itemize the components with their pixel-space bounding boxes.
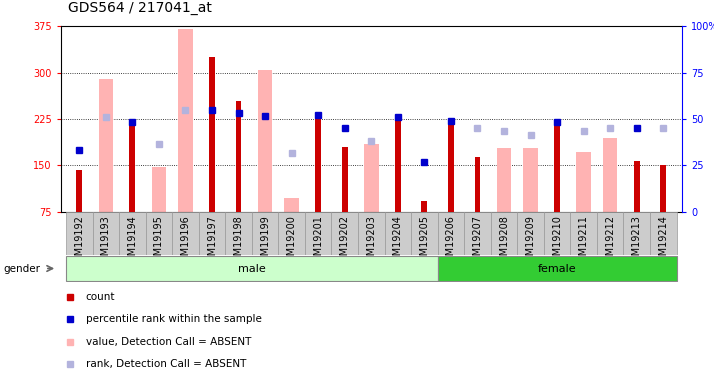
Bar — [395, 117, 401, 212]
FancyBboxPatch shape — [66, 256, 438, 280]
FancyBboxPatch shape — [226, 212, 252, 255]
Text: value, Detection Call = ABSENT: value, Detection Call = ABSENT — [86, 336, 251, 346]
FancyBboxPatch shape — [570, 212, 597, 255]
Text: GSM19204: GSM19204 — [393, 215, 403, 268]
Bar — [364, 144, 378, 212]
Text: GSM19209: GSM19209 — [526, 215, 536, 268]
Text: GSM19197: GSM19197 — [207, 215, 217, 268]
FancyBboxPatch shape — [305, 212, 331, 255]
Text: GSM19198: GSM19198 — [233, 215, 243, 268]
Bar — [448, 122, 454, 212]
Text: GSM19202: GSM19202 — [340, 215, 350, 268]
FancyBboxPatch shape — [438, 212, 464, 255]
Text: GSM19194: GSM19194 — [127, 215, 137, 268]
Text: GSM19207: GSM19207 — [473, 215, 483, 268]
FancyBboxPatch shape — [517, 212, 544, 255]
Bar — [554, 122, 560, 212]
Text: count: count — [86, 292, 115, 302]
FancyBboxPatch shape — [119, 212, 146, 255]
FancyBboxPatch shape — [411, 212, 438, 255]
FancyBboxPatch shape — [278, 212, 305, 255]
FancyBboxPatch shape — [172, 212, 198, 255]
FancyBboxPatch shape — [198, 212, 226, 255]
Bar — [603, 138, 618, 212]
Bar — [342, 147, 348, 212]
Bar — [316, 113, 321, 212]
FancyBboxPatch shape — [491, 212, 517, 255]
Bar — [523, 148, 538, 212]
FancyBboxPatch shape — [385, 212, 411, 255]
Bar — [151, 167, 166, 212]
Bar — [129, 123, 135, 212]
Text: GSM19195: GSM19195 — [154, 215, 164, 268]
Bar — [258, 70, 273, 212]
Text: GSM19203: GSM19203 — [366, 215, 376, 268]
Text: GSM19206: GSM19206 — [446, 215, 456, 268]
FancyBboxPatch shape — [597, 212, 623, 255]
Text: GSM19196: GSM19196 — [181, 215, 191, 268]
FancyBboxPatch shape — [252, 212, 278, 255]
FancyBboxPatch shape — [66, 212, 93, 255]
Text: male: male — [238, 264, 266, 273]
FancyBboxPatch shape — [93, 212, 119, 255]
Bar — [99, 79, 113, 212]
Text: gender: gender — [4, 264, 41, 273]
Text: GSM19214: GSM19214 — [658, 215, 668, 268]
Text: female: female — [538, 264, 576, 273]
FancyBboxPatch shape — [544, 212, 570, 255]
FancyBboxPatch shape — [146, 212, 172, 255]
Bar — [209, 57, 215, 212]
Bar — [576, 152, 591, 212]
FancyBboxPatch shape — [623, 212, 650, 255]
Text: GSM19193: GSM19193 — [101, 215, 111, 268]
Text: GSM19211: GSM19211 — [578, 215, 588, 268]
Bar — [497, 148, 511, 212]
Bar — [76, 170, 82, 212]
Text: GSM19205: GSM19205 — [419, 215, 429, 268]
Text: rank, Detection Call = ABSENT: rank, Detection Call = ABSENT — [86, 359, 246, 369]
FancyBboxPatch shape — [438, 256, 677, 280]
FancyBboxPatch shape — [464, 212, 491, 255]
FancyBboxPatch shape — [331, 212, 358, 255]
Text: GSM19212: GSM19212 — [605, 215, 615, 268]
Bar — [634, 160, 640, 212]
Bar — [284, 198, 299, 212]
Text: percentile rank within the sample: percentile rank within the sample — [86, 314, 261, 324]
Bar — [475, 158, 481, 212]
Text: GSM19200: GSM19200 — [286, 215, 296, 268]
Text: GSM19208: GSM19208 — [499, 215, 509, 268]
Text: GSM19199: GSM19199 — [260, 215, 270, 268]
Text: GSM19213: GSM19213 — [632, 215, 642, 268]
Bar — [236, 100, 241, 212]
Text: GSM19192: GSM19192 — [74, 215, 84, 268]
Text: GSM19201: GSM19201 — [313, 215, 323, 268]
FancyBboxPatch shape — [358, 212, 385, 255]
Bar — [421, 201, 427, 212]
FancyBboxPatch shape — [650, 212, 677, 255]
Text: GSM19210: GSM19210 — [552, 215, 562, 268]
Bar — [660, 165, 666, 212]
Bar — [178, 29, 193, 212]
Text: GDS564 / 217041_at: GDS564 / 217041_at — [68, 1, 212, 15]
